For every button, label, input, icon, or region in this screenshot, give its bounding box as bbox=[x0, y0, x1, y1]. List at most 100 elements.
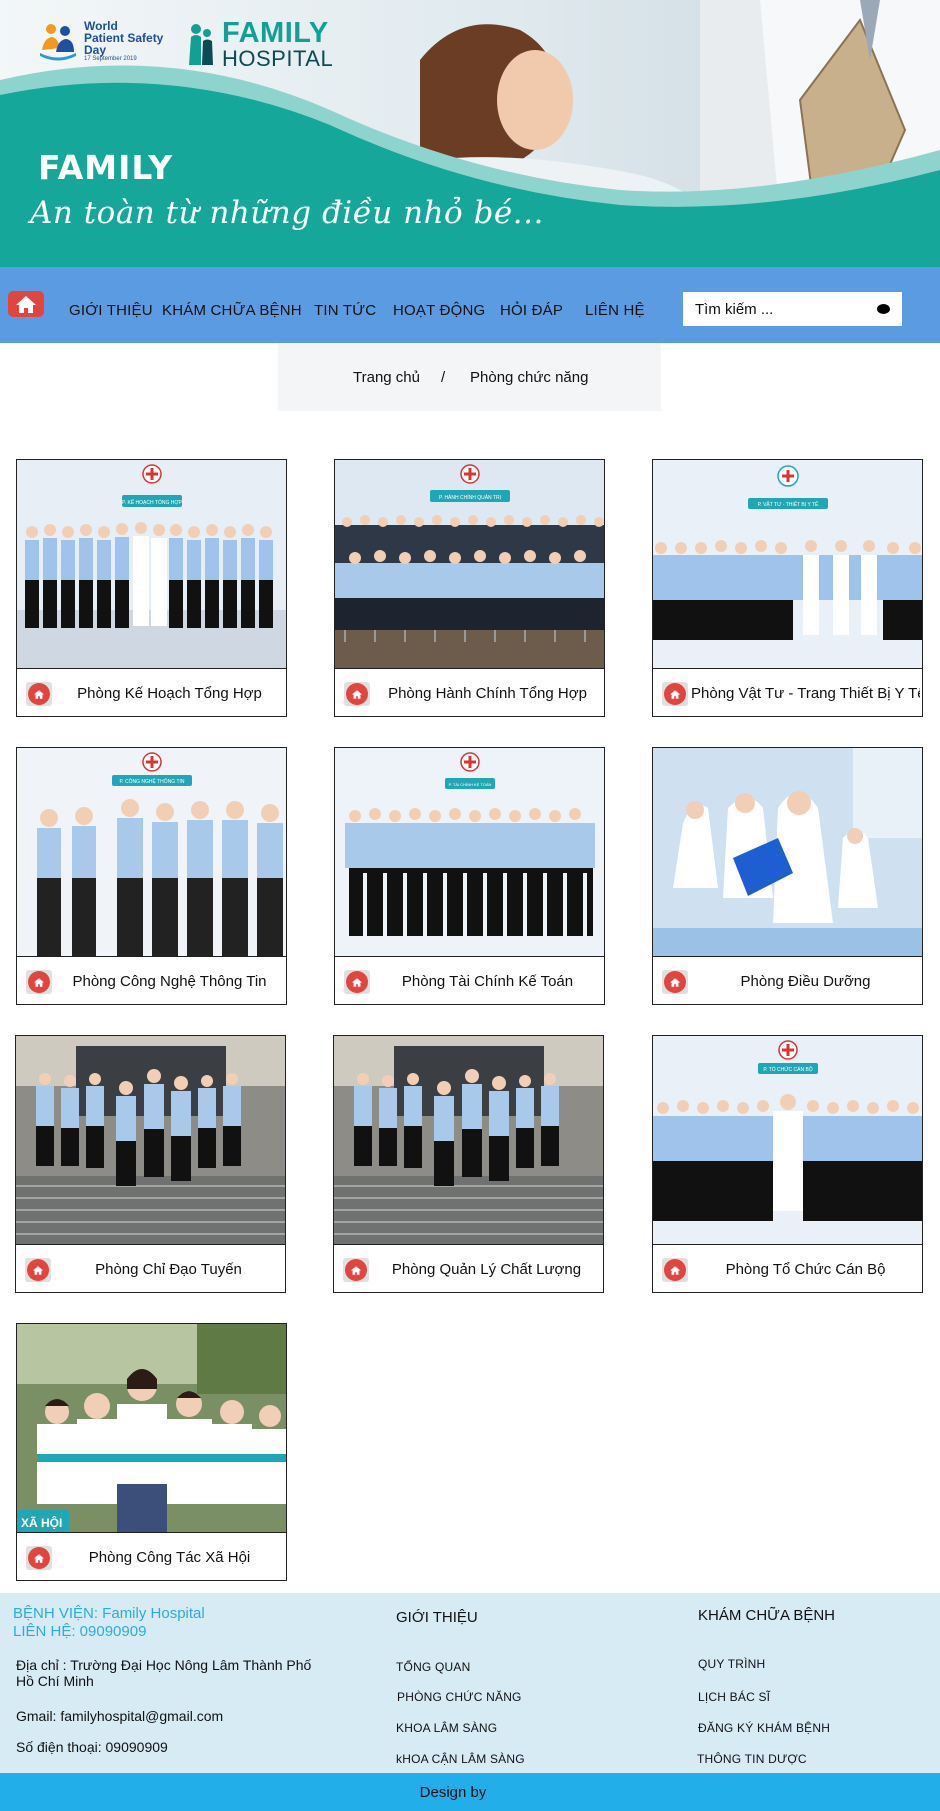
world-patient-safety-day-logo: World Patient Safety Day 17 September 20… bbox=[38, 18, 173, 64]
department-home-icon bbox=[662, 682, 688, 706]
wpsd-line1: World bbox=[84, 18, 118, 33]
department-card[interactable]: P. TÀI CHÍNH KẾ TOÁN Phòng Tài Chính Kế … bbox=[334, 747, 605, 1005]
department-label[interactable]: Phòng Tài Chính Kế Toán bbox=[334, 956, 605, 1005]
breadcrumb-separator: / bbox=[441, 369, 446, 386]
department-photo[interactable] bbox=[652, 747, 923, 957]
department-home-icon bbox=[26, 970, 52, 994]
department-card[interactable]: P. KẾ HOẠCH TỔNG HỢP Phòng Kế Hoạch Tổng… bbox=[16, 459, 287, 717]
footer-link-dang-ky-kham-benh[interactable]: ĐĂNG KÝ KHÁM BỆNH bbox=[698, 1721, 831, 1735]
breadcrumb-home-link[interactable]: Trang chủ bbox=[353, 369, 420, 386]
group-photo: P. VẬT TƯ - THIẾT BỊ Y TẾ bbox=[653, 460, 922, 668]
footer-gmail: Gmail: familyhospital@gmail.com bbox=[16, 1708, 224, 1724]
nav-home-button[interactable] bbox=[8, 291, 44, 317]
footer-link-phong-chuc-nang[interactable]: PHÒNG CHỨC NĂNG bbox=[397, 1690, 522, 1704]
department-photo[interactable]: P. KẾ HOẠCH TỔNG HỢP bbox=[16, 459, 287, 669]
wpsd-line3: Day bbox=[84, 43, 107, 58]
department-home-icon bbox=[25, 1258, 51, 1282]
department-name[interactable]: Phòng Kế Hoạch Tổng Hợp bbox=[77, 685, 262, 702]
department-name[interactable]: Phòng Vật Tư - Trang Thiết Bị Y Tế bbox=[691, 685, 920, 702]
search-box bbox=[683, 292, 902, 326]
family-logo-line1: FAMILY bbox=[222, 16, 329, 49]
footer-hospital-name: BỆNH VIỆN: Family Hospital bbox=[13, 1605, 205, 1622]
department-home-icon bbox=[662, 1258, 688, 1282]
banner-title: FAMILY bbox=[38, 148, 174, 187]
banner-slogan: An toàn từ những điều nhỏ bé... bbox=[30, 195, 544, 231]
department-name[interactable]: Phòng Tài Chính Kế Toán bbox=[401, 973, 574, 990]
department-label[interactable]: Phòng Công Nghệ Thông Tin bbox=[16, 956, 287, 1005]
department-card[interactable]: Phòng Điều Dưỡng bbox=[652, 747, 923, 1005]
patient-safety-icon bbox=[40, 24, 76, 61]
nav-item-hoi-dap[interactable]: HỎI ĐÁP bbox=[500, 302, 564, 319]
footer-link-khoa-can-lam-sang[interactable]: kHOA CẬN LÂM SÀNG bbox=[396, 1752, 525, 1766]
footer: BỆNH VIỆN: Family Hospital LIÊN HỆ: 0909… bbox=[0, 1593, 940, 1773]
department-label[interactable]: Phòng Tổ Chức Cán Bộ bbox=[652, 1244, 923, 1293]
department-name[interactable]: Phòng Công Tác Xã Hội bbox=[88, 1549, 251, 1566]
bottom-bar: Design by bbox=[0, 1773, 940, 1811]
banner-photo bbox=[0, 0, 940, 267]
family-logo-icon bbox=[189, 24, 213, 65]
footer-phone: Số điện thoại: 09090909 bbox=[16, 1739, 168, 1755]
department-name[interactable]: Phòng Chỉ Đạo Tuyến bbox=[95, 1261, 242, 1278]
footer-link-quy-trinh[interactable]: QUY TRÌNH bbox=[698, 1657, 766, 1671]
department-card[interactable]: Phòng Quản Lý Chất Lượng bbox=[333, 1035, 604, 1293]
footer-link-khoa-lam-sang[interactable]: KHOA LÂM SÀNG bbox=[396, 1721, 498, 1735]
department-card[interactable]: P. VẬT TƯ - THIẾT BỊ Y TẾ Phòng Vật Tư -… bbox=[652, 459, 923, 717]
department-card[interactable]: P. HÀNH CHÍNH QUẢN TRỊ Phòng Hành Chính … bbox=[334, 459, 605, 717]
department-card[interactable]: Phòng Chỉ Đạo Tuyến bbox=[15, 1035, 286, 1293]
department-home-icon bbox=[344, 682, 370, 706]
nav-item-tin-tuc[interactable]: TIN TỨC bbox=[314, 302, 377, 319]
department-name[interactable]: Phòng Tổ Chức Cán Bộ bbox=[725, 1261, 886, 1278]
nav-item-hoat-dong[interactable]: HOẠT ĐỘNG bbox=[393, 302, 486, 319]
wpsd-date: 17 September 2019 bbox=[84, 56, 137, 63]
department-card[interactable]: P. TỔ CHỨC CÁN BỘ Phòng Tổ Chức Cán Bộ bbox=[652, 1035, 923, 1293]
department-name[interactable]: Phòng Hành Chính Tổng Hợp bbox=[388, 685, 587, 702]
department-photo[interactable]: P. CÔNG NGHỆ THÔNG TIN bbox=[16, 747, 287, 957]
design-credit: Design by bbox=[419, 1784, 487, 1801]
footer-link-lich-bac-si[interactable]: LỊCH BÁC SĨ bbox=[698, 1690, 771, 1704]
nav-item-kham-chua-benh[interactable]: KHÁM CHỮA BỆNH bbox=[162, 302, 302, 319]
department-home-icon bbox=[26, 1546, 52, 1570]
footer-link-tong-quan[interactable]: TỔNG QUAN bbox=[396, 1660, 471, 1674]
family-hospital-logo[interactable]: FAMILY HOSPITAL bbox=[186, 18, 333, 70]
group-photo: P. HÀNH CHÍNH QUẢN TRỊ bbox=[335, 460, 604, 668]
department-label[interactable]: Phòng Công Tác Xã Hội bbox=[16, 1532, 287, 1581]
department-sign: P. KẾ HOẠCH TỔNG HỢP bbox=[122, 499, 183, 506]
department-sign: XÃ HỘI bbox=[21, 1515, 62, 1530]
breadcrumb-current: Phòng chức năng bbox=[470, 369, 589, 386]
group-photo: P. CÔNG NGHỆ THÔNG TIN bbox=[17, 748, 286, 956]
department-card[interactable]: P. CÔNG NGHỆ THÔNG TIN Phòng Công Nghệ T… bbox=[16, 747, 287, 1005]
department-name[interactable]: Phòng Công Nghệ Thông Tin bbox=[72, 973, 267, 990]
department-label[interactable]: Phòng Vật Tư - Trang Thiết Bị Y Tế bbox=[652, 668, 923, 717]
department-label[interactable]: Phòng Kế Hoạch Tổng Hợp bbox=[16, 668, 287, 717]
department-name[interactable]: Phòng Điều Dưỡng bbox=[740, 973, 871, 990]
department-photo[interactable]: P. TỔ CHỨC CÁN BỘ bbox=[652, 1035, 923, 1245]
wpsd-line2: Patient Safety bbox=[84, 30, 164, 45]
department-home-icon bbox=[662, 970, 688, 994]
footer-hospital-info: BỆNH VIỆN: Family Hospital LIÊN HỆ: 0909… bbox=[13, 1605, 205, 1641]
department-photo[interactable]: P. TÀI CHÍNH KẾ TOÁN bbox=[334, 747, 605, 957]
department-photo[interactable] bbox=[15, 1035, 286, 1245]
department-photo[interactable]: P. VẬT TƯ - THIẾT BỊ Y TẾ bbox=[652, 459, 923, 669]
family-logo-line2: HOSPITAL bbox=[222, 45, 334, 71]
footer-link-thong-tin-duoc[interactable]: THÔNG TIN DƯỢC bbox=[697, 1752, 807, 1766]
department-name[interactable]: Phòng Quản Lý Chất Lượng bbox=[391, 1261, 582, 1278]
department-label[interactable]: Phòng Hành Chính Tổng Hợp bbox=[334, 668, 605, 717]
search-icon[interactable] bbox=[877, 304, 890, 314]
department-photo[interactable]: XÃ HỘI bbox=[16, 1323, 287, 1533]
department-label[interactable]: Phòng Quản Lý Chất Lượng bbox=[333, 1244, 604, 1293]
group-photo: P. TỔ CHỨC CÁN BỘ bbox=[653, 1036, 922, 1244]
department-card[interactable]: XÃ HỘI Phòng Công Tác Xã Hội bbox=[16, 1323, 287, 1581]
group-photo: P. TÀI CHÍNH KẾ TOÁN bbox=[335, 748, 604, 956]
group-photo bbox=[16, 1036, 285, 1244]
footer-col2-title: KHÁM CHỮA BỆNH bbox=[698, 1607, 835, 1624]
nurses-photo bbox=[653, 748, 922, 956]
department-photo[interactable] bbox=[333, 1035, 604, 1245]
search-input[interactable] bbox=[695, 300, 875, 318]
nav-item-lien-he[interactable]: LIÊN HỆ bbox=[585, 302, 645, 319]
department-label[interactable]: Phòng Điều Dưỡng bbox=[652, 956, 923, 1005]
nav-item-gioi-thieu[interactable]: GIỚI THIỆU bbox=[69, 302, 153, 319]
department-label[interactable]: Phòng Chỉ Đạo Tuyến bbox=[15, 1244, 286, 1293]
department-photo[interactable]: P. HÀNH CHÍNH QUẢN TRỊ bbox=[334, 459, 605, 669]
header-banner: World Patient Safety Day 17 September 20… bbox=[0, 0, 940, 267]
department-sign: P. CÔNG NGHỆ THÔNG TIN bbox=[119, 777, 184, 785]
